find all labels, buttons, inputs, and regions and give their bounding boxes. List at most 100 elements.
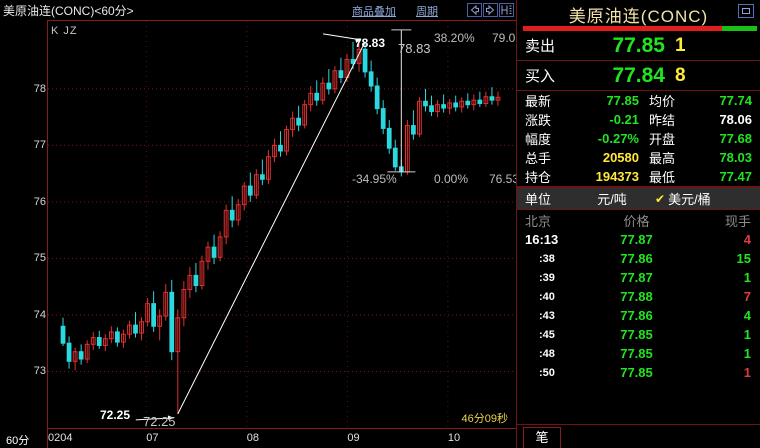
chart-x-axis: 60分 0204 07 08 09 10: [0, 429, 516, 448]
swing-high-label: 78.83: [398, 41, 431, 56]
period-label: 60分: [6, 435, 30, 447]
tick-price: 77.85: [620, 346, 653, 361]
chart-frame: [47, 20, 516, 429]
tick-volume: 1: [743, 327, 751, 342]
stat-label: 幅度: [525, 132, 552, 147]
chart-y-axis: 78 77 76 75 74 73: [0, 20, 46, 429]
tick-volume: 15: [736, 251, 751, 266]
stat-row: 涨跌 -0.21 昨结 78.06: [517, 110, 760, 129]
period-link[interactable]: 周期: [416, 6, 438, 18]
tick-row[interactable]: :50 77.85 1: [517, 363, 760, 382]
bid-price: 77.84: [612, 63, 665, 87]
next-icon[interactable]: [483, 3, 498, 17]
stat-row: 幅度 -0.27% 开盘 77.68: [517, 129, 760, 148]
tick-volume: 1: [743, 365, 751, 380]
tick-price: 77.86: [620, 308, 653, 323]
tick-time: 16:13: [525, 232, 559, 247]
stat-value-2: 78.03: [719, 150, 752, 165]
ask-volume: 1: [675, 34, 686, 56]
chart-titlebar: 美原油连(CONC)<60分> 商品叠加 周期: [0, 0, 516, 20]
stat-value: -0.27%: [597, 131, 639, 146]
x-axis-tick: 09: [347, 432, 360, 444]
tick-volume: 4: [743, 232, 751, 247]
stat-label-2: 昨结: [649, 113, 676, 128]
fib-000-label: 0.00%: [434, 172, 469, 186]
quote-stats-grid: 最新 77.85 均价 77.74 涨跌 -0.21 昨结 78.06 幅度 -0.27% 开盘 77…: [517, 91, 760, 187]
stat-row: 持仓 194373 最低 77.47: [517, 167, 760, 186]
tick-volume: 1: [743, 346, 751, 361]
quote-panel: 美原油连(CONC) 卖出 77.85 1 买入 77.84 8 最新 77.85…: [516, 0, 760, 448]
stat-label-2: 最高: [649, 151, 676, 166]
y-axis-tick: 76: [33, 195, 46, 208]
quote-title: 美原油连(CONC): [568, 7, 709, 26]
candlestick-svg: [48, 21, 515, 428]
unit-option-usd-barrel[interactable]: 美元/桶: [668, 192, 711, 207]
bid-row: 买入 77.84 8: [517, 61, 760, 91]
indicator-flag: K JZ: [51, 25, 78, 37]
unit-option-cny-ton[interactable]: 元/吨: [597, 192, 627, 207]
stat-label-2: 开盘: [649, 132, 676, 147]
stat-label-2: 最低: [649, 170, 676, 185]
maximize-icon[interactable]: [738, 4, 754, 18]
chart-plot-area[interactable]: K JZ: [48, 21, 515, 428]
bid-volume: 8: [675, 64, 686, 86]
tick-price: 77.88: [620, 289, 653, 304]
stat-label: 涨跌: [525, 113, 552, 128]
stat-value: 20580: [602, 150, 639, 165]
tick-time: :45: [539, 328, 555, 341]
y-axis-tick: 78: [33, 82, 46, 95]
stat-label: 最新: [525, 94, 552, 109]
quote-footer: 笔: [517, 424, 760, 448]
ask-label: 卖出: [525, 38, 556, 55]
tab-ticks[interactable]: 笔: [523, 427, 561, 448]
y-axis-tick: 75: [33, 252, 46, 265]
tick-header-time: 北京: [525, 213, 552, 229]
tick-price: 77.86: [620, 251, 653, 266]
tick-row[interactable]: :43 77.86 4: [517, 306, 760, 325]
stat-value-2: 77.47: [719, 169, 752, 184]
tick-row[interactable]: :45 77.85 1: [517, 325, 760, 344]
stat-value: 77.85: [606, 93, 639, 108]
tick-row[interactable]: :40 77.88 7: [517, 287, 760, 306]
stat-value-2: 78.06: [719, 112, 752, 127]
swing-high-bold-label: 78.83: [355, 36, 386, 50]
prev-icon[interactable]: [467, 3, 482, 17]
tick-row[interactable]: :48 77.85 1: [517, 344, 760, 363]
bid-ask-ratio-bar: [523, 26, 757, 31]
tick-row[interactable]: :38 77.86 15: [517, 249, 760, 268]
stat-label: 持仓: [525, 170, 552, 185]
bid-label: 买入: [525, 68, 556, 85]
y-axis-tick: 77: [33, 139, 46, 152]
quote-title-bar: 美原油连(CONC): [517, 0, 760, 26]
bars-icon[interactable]: [499, 3, 514, 17]
stat-label-2: 均价: [649, 94, 676, 109]
ask-row: 卖出 77.85 1: [517, 31, 760, 61]
tick-row[interactable]: :39 77.87 1: [517, 268, 760, 287]
swing-low-label: 72.25: [143, 414, 176, 429]
x-axis-tick: 10: [447, 432, 461, 444]
tick-header-price: 价格: [623, 213, 650, 229]
tick-time: :40: [539, 290, 555, 303]
tick-price: 77.85: [620, 327, 653, 342]
overlay-link[interactable]: 商品叠加: [352, 6, 396, 18]
stat-row: 最新 77.85 均价 77.74: [517, 91, 760, 110]
tick-volume: 1: [743, 270, 751, 285]
tick-header-volume: 现手: [724, 213, 751, 229]
swing-low-bold-label: 72.25: [100, 408, 131, 422]
tick-table[interactable]: 16:13 77.87 4:38 77.86 15:39 77.87 1:40 77.88 7:…: [517, 230, 760, 382]
fib-000-price: 76.53: [489, 172, 520, 186]
ask-price: 77.85: [612, 33, 665, 57]
y-axis-tick: 74: [33, 308, 46, 321]
stat-value-2: 77.74: [719, 93, 752, 108]
stat-row: 总手 20580 最高 78.03: [517, 148, 760, 167]
x-axis-separator: [47, 429, 48, 448]
x-axis-tick: 08: [246, 432, 260, 444]
tick-table-header: 北京 价格 现手: [517, 210, 760, 230]
y-axis-tick: 73: [33, 365, 46, 378]
chart-symbol-title: 美原油连(CONC)<60分>: [3, 4, 134, 18]
tick-row[interactable]: 16:13 77.87 4: [517, 230, 760, 249]
unit-selector[interactable]: 单位 元/吨 ✔ 美元/桶: [517, 187, 760, 210]
stat-label: 总手: [525, 151, 552, 166]
x-axis-tick: 0204: [48, 432, 73, 444]
tick-time: :50: [539, 366, 555, 379]
